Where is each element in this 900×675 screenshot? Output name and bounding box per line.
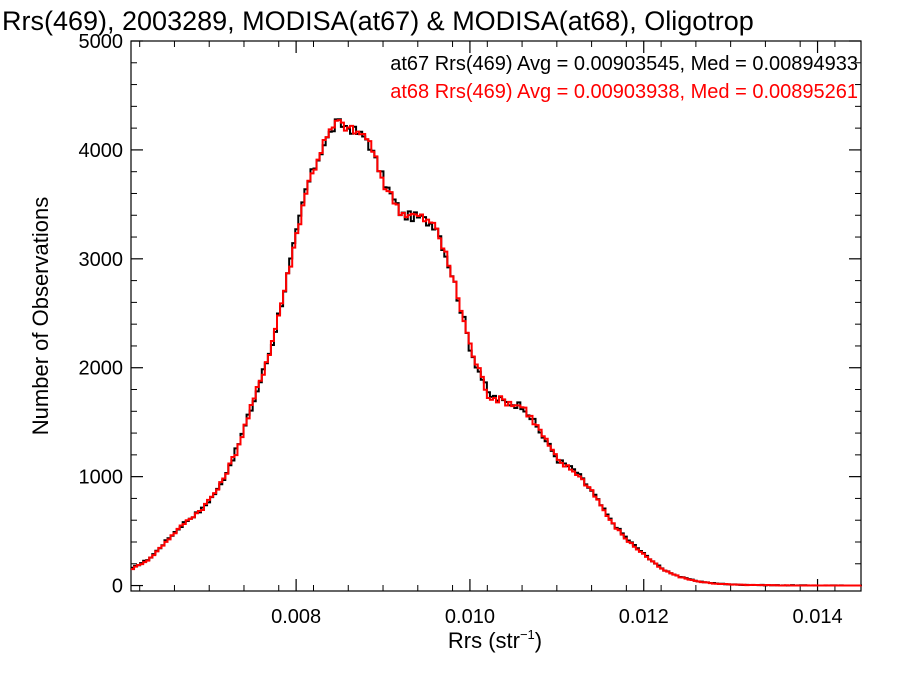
y-tick-label: 2000: [79, 358, 124, 380]
annotation-at68: at68 Rrs(469) Avg = 0.00903938, Med = 0.…: [390, 81, 858, 103]
x-tick-label: 0.012: [619, 606, 669, 628]
x-axis-ticks: 0.008 0.010 0.012 0.014: [271, 41, 843, 628]
x-tick-label: 0.014: [793, 606, 843, 628]
x-axis-label-close: ): [535, 628, 542, 653]
minor-ticks: [131, 41, 861, 591]
annotation-at67: at67 Rrs(469) Avg = 0.00903545, Med = 0.…: [390, 53, 858, 75]
plot-frame: [130, 40, 862, 592]
x-tick-label: 0.010: [445, 606, 495, 628]
x-axis-label-superscript: −1: [520, 627, 535, 642]
x-axis-label: Rrs (str−1): [448, 627, 542, 653]
y-tick-label: 0: [112, 576, 123, 598]
x-axis-label-main: Rrs (str: [448, 628, 520, 653]
y-tick-label: 5000: [79, 31, 124, 53]
y-tick-label: 1000: [79, 467, 124, 489]
y-axis-label: Number of Observations: [28, 197, 53, 435]
plot-border: [130, 40, 862, 592]
series-at67-line: [131, 118, 862, 587]
series-layer: [131, 118, 862, 587]
y-axis-ticks: 0 1000 2000 3000 4000 5000: [79, 31, 861, 598]
y-tick-label: 4000: [79, 140, 124, 162]
x-tick-label: 0.008: [271, 606, 321, 628]
y-tick-label: 3000: [79, 249, 124, 271]
series-at68-line: [131, 119, 862, 587]
chart-title: Rrs(469), 2003289, MODISA(at67) & MODISA…: [2, 6, 754, 36]
